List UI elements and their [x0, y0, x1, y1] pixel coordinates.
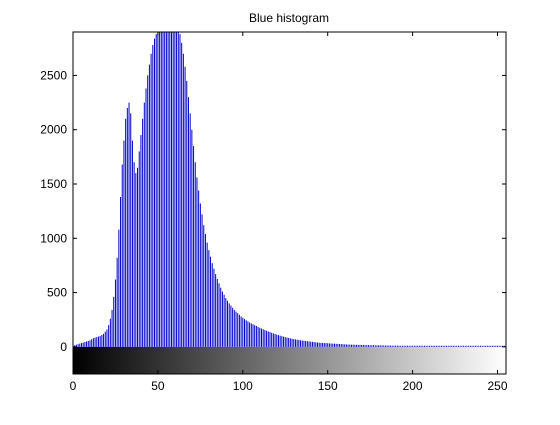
y-tick-label: 500 — [47, 286, 67, 300]
y-axis: 0 500 1000 1500 2000 2500 — [40, 68, 506, 354]
chart-title: Blue histogram — [249, 11, 329, 25]
x-tick-label: 50 — [151, 379, 165, 393]
x-tick-label: 100 — [233, 379, 253, 393]
y-tick-label: 2500 — [40, 68, 67, 82]
x-tick-label: 200 — [403, 379, 423, 393]
grayscale-colorbar — [73, 346, 506, 374]
y-tick-label: 1500 — [40, 177, 67, 191]
x-tick-label: 150 — [318, 379, 338, 393]
x-tick-label: 250 — [487, 379, 507, 393]
axes-box — [72, 31, 507, 375]
x-axis: 0 50 100 150 200 250 — [70, 32, 508, 393]
y-tick-label: 1000 — [40, 231, 67, 245]
plot-area — [72, 31, 507, 375]
y-tick-label: 0 — [60, 340, 67, 354]
x-tick-label: 0 — [70, 379, 77, 393]
y-tick-label: 2000 — [40, 123, 67, 137]
